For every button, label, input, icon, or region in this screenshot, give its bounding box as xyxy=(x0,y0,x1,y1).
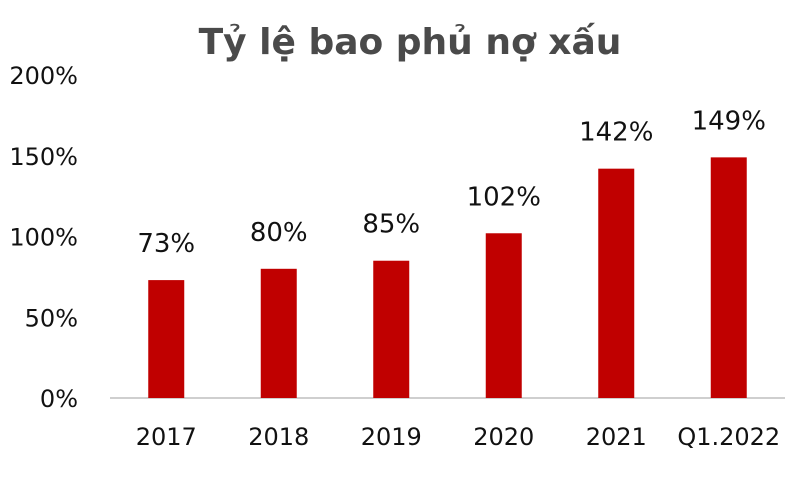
bar xyxy=(260,268,297,398)
y-tick-label: 200% xyxy=(9,62,78,90)
bar xyxy=(598,168,635,398)
x-tick-label: 2020 xyxy=(473,423,534,451)
x-axis: 2017 2018 2019 2020 2021 Q1.2022 xyxy=(110,397,785,451)
bar xyxy=(485,233,522,398)
data-label: 80% xyxy=(250,218,308,248)
x-tick-label: 2018 xyxy=(248,423,309,451)
x-tick-label: 2021 xyxy=(586,423,647,451)
data-labels: 73% 80% 85% 102% 142% 149% xyxy=(137,106,766,259)
y-tick-label: 100% xyxy=(9,224,78,252)
bar xyxy=(373,260,410,398)
data-label: 73% xyxy=(137,229,195,259)
bar xyxy=(148,280,185,398)
x-tick-label: 2017 xyxy=(136,423,197,451)
chart-title: Tỷ lệ bao phủ nợ xấu xyxy=(199,22,622,63)
y-tick-label: 150% xyxy=(9,143,78,171)
y-tick-label: 0% xyxy=(40,385,78,413)
x-tick-label: Q1.2022 xyxy=(677,423,780,451)
bar xyxy=(710,157,747,398)
data-label: 149% xyxy=(692,106,766,136)
y-axis: 0% 50% 100% 150% 200% xyxy=(9,62,78,413)
data-label: 85% xyxy=(362,210,420,240)
data-label: 142% xyxy=(579,118,653,148)
data-label: 102% xyxy=(467,182,541,212)
bar-series xyxy=(148,157,747,398)
y-tick-label: 50% xyxy=(25,304,78,332)
x-tick-label: 2019 xyxy=(361,423,422,451)
